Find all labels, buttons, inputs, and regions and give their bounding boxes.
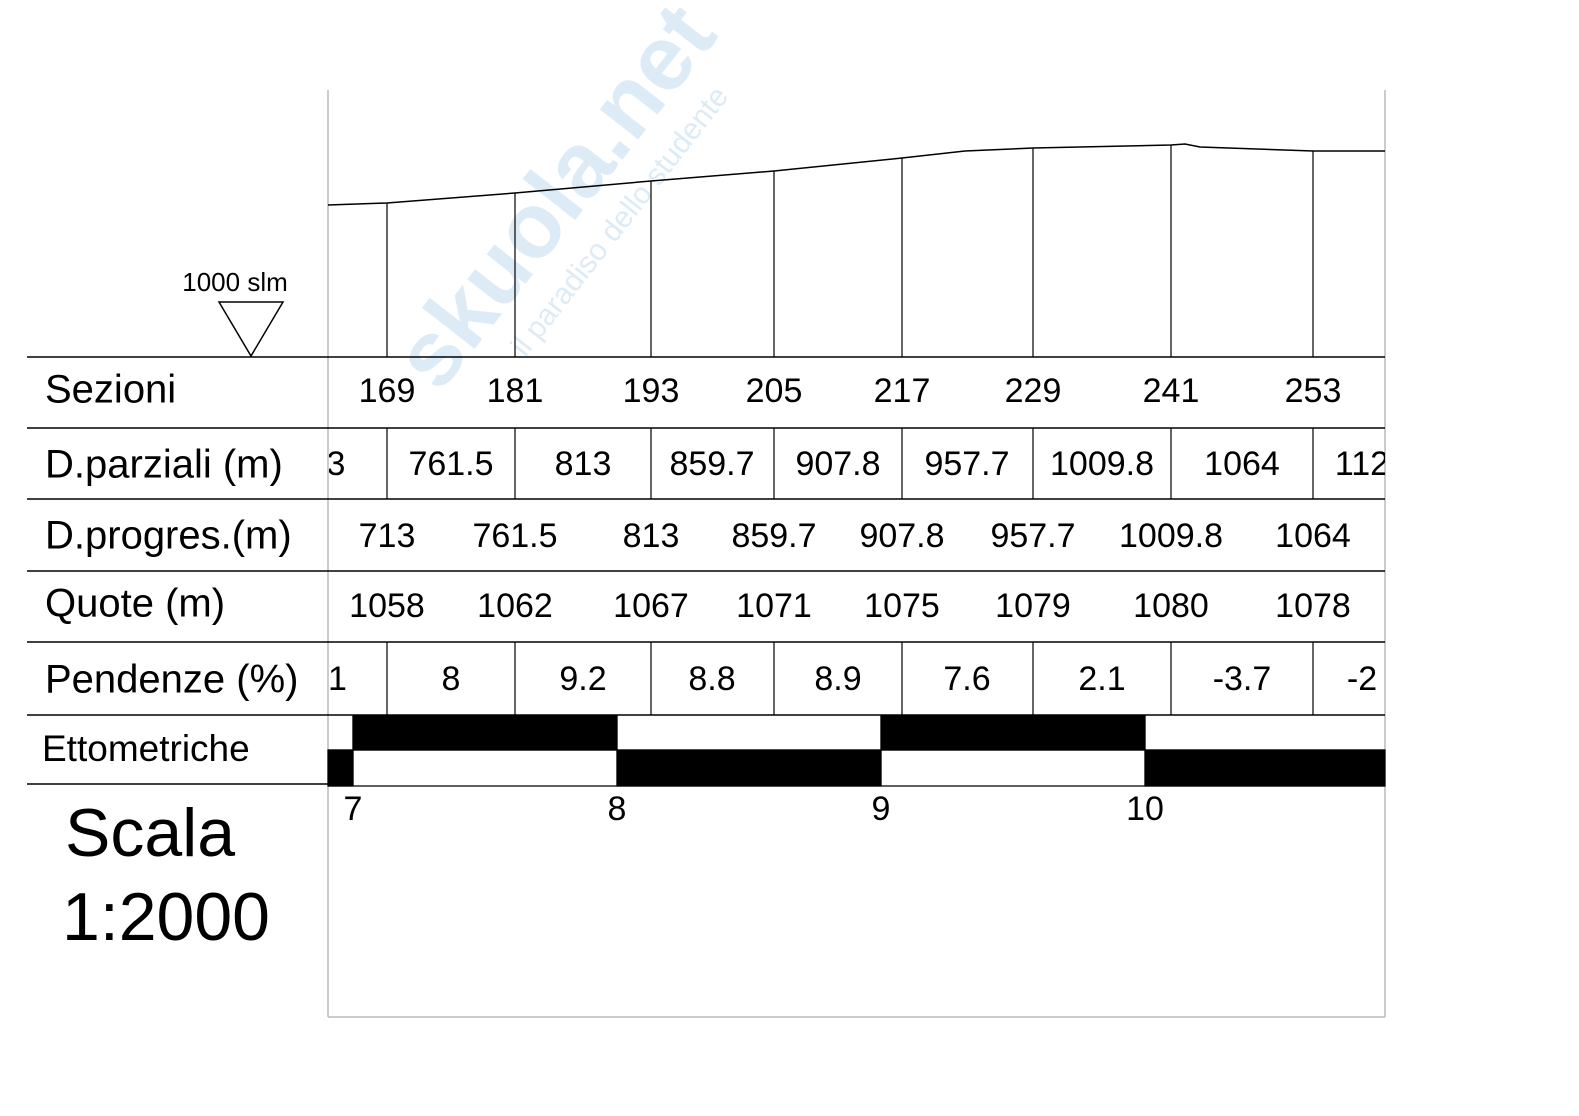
- cell-value: 253: [1285, 372, 1342, 410]
- row-label: Quote (m): [45, 582, 225, 626]
- cell-value: 1: [328, 660, 347, 698]
- cell-value: 229: [1005, 372, 1062, 410]
- cell-value: 1009.8: [1050, 445, 1154, 483]
- cell-value: 8: [442, 660, 461, 698]
- table-cells: 169 181 193 205 217 229 241 253 3 761.5 813 859.7 90…: [327, 372, 1389, 698]
- cell-value: 9.2: [559, 660, 606, 698]
- ettometriche-label: Ettometriche: [42, 728, 250, 769]
- cell-value: 8.8: [688, 660, 735, 698]
- cell-value: 205: [746, 372, 803, 410]
- watermark: skuola.net il paradiso dello studente: [374, 0, 735, 407]
- cell-value: 7.6: [943, 660, 990, 698]
- cell-value: 761.5: [408, 445, 493, 483]
- row-label: D.progres.(m): [45, 514, 292, 558]
- row-label: Pendenze (%): [45, 658, 298, 702]
- cell-value: 813: [555, 445, 612, 483]
- cell-value: 1064: [1275, 517, 1351, 555]
- cell-value: 761.5: [472, 517, 557, 555]
- cell-value: 1079: [995, 587, 1071, 625]
- cell-value: 193: [623, 372, 680, 410]
- cell-value: -3.7: [1213, 660, 1272, 698]
- frame: [327, 90, 1386, 1018]
- cell-value: 3: [327, 445, 346, 483]
- cell-value: 1009.8: [1119, 517, 1223, 555]
- cell-value: 1058: [349, 587, 425, 625]
- cell-value: 713: [359, 517, 416, 555]
- datum-marker: [217, 301, 285, 358]
- cell-value: 169: [359, 372, 416, 410]
- cell-value: 1075: [864, 587, 940, 625]
- cell-value: 1080: [1133, 587, 1209, 625]
- row-label: D.parziali (m): [45, 443, 283, 487]
- scale-title: Scala: [65, 795, 235, 871]
- cell-value: 907.8: [859, 517, 944, 555]
- ettometrica-tick: 7: [344, 790, 363, 828]
- ettometrica-tick: 10: [1126, 790, 1164, 828]
- cell-value: 2.1: [1078, 660, 1125, 698]
- cell-value: -2: [1347, 660, 1377, 698]
- cell-value: 1062: [477, 587, 553, 625]
- cell-value: 957.7: [924, 445, 1009, 483]
- terrain-profile: [327, 143, 1385, 206]
- cell-value: 217: [874, 372, 931, 410]
- table: 169 181 193 205 217 229 241 253 3 761.5 813 859.7 90…: [27, 356, 1389, 716]
- cell-value: 241: [1143, 372, 1200, 410]
- cell-value: 1064: [1204, 445, 1280, 483]
- cell-value: 859.7: [731, 517, 816, 555]
- cell-value: 8.9: [814, 660, 861, 698]
- cell-value: 957.7: [990, 517, 1075, 555]
- cell-value: 907.8: [795, 445, 880, 483]
- scale-value: 1:2000: [62, 879, 270, 955]
- cell-value: 1071: [736, 587, 812, 625]
- ettometrica-tick: 9: [872, 790, 891, 828]
- cell-value: 1067: [613, 587, 689, 625]
- cell-value: 859.7: [669, 445, 754, 483]
- watermark-brand: skuola.net: [374, 0, 735, 407]
- ettometriche-bar: [327, 715, 1386, 787]
- ettometrica-tick: 8: [608, 790, 627, 828]
- cell-value: 1078: [1275, 587, 1351, 625]
- cell-value: 813: [623, 517, 680, 555]
- row-label: Sezioni: [45, 368, 176, 412]
- datum-label: 1000 slm: [182, 267, 288, 297]
- cell-value: 181: [487, 372, 544, 410]
- cell-value: 112: [1335, 445, 1389, 483]
- section-lines: [386, 145, 1314, 357]
